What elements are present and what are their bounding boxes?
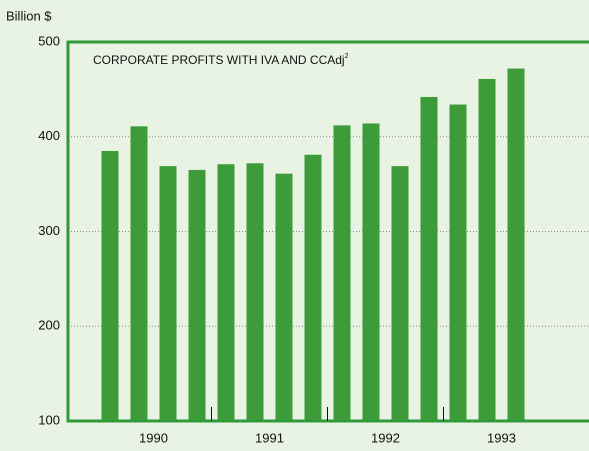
x-tick-label: 1991: [255, 430, 284, 445]
bar: [130, 126, 148, 421]
chart-title: CORPORATE PROFITS WITH IVA AND CCAdj2: [93, 53, 349, 67]
bar: [333, 125, 351, 421]
bar: [478, 78, 496, 421]
y-tick-label: 500: [38, 33, 60, 48]
bar: [507, 68, 525, 421]
bar: [304, 154, 322, 421]
y-axis-label: Billion $: [6, 8, 52, 23]
bar: [275, 173, 293, 421]
bar: [449, 104, 467, 421]
bar: [101, 150, 119, 421]
y-tick-label: 200: [38, 318, 60, 333]
y-tick-label: 300: [38, 223, 60, 238]
bar: [391, 166, 409, 421]
y-tick-label: 100: [38, 412, 60, 427]
x-tick-label: 1993: [487, 430, 516, 445]
x-tick-label: 1992: [371, 430, 400, 445]
bar: [217, 164, 235, 422]
bar: [188, 169, 206, 421]
x-tick-label: 1990: [139, 430, 168, 445]
bar: [420, 96, 438, 421]
bar: [362, 123, 380, 422]
bar: [159, 166, 177, 421]
bar: [246, 163, 264, 421]
y-tick-label: 400: [38, 128, 60, 143]
title-text: CORPORATE PROFITS WITH IVA AND CCAdj: [93, 53, 345, 67]
title-note: 2: [345, 53, 349, 60]
